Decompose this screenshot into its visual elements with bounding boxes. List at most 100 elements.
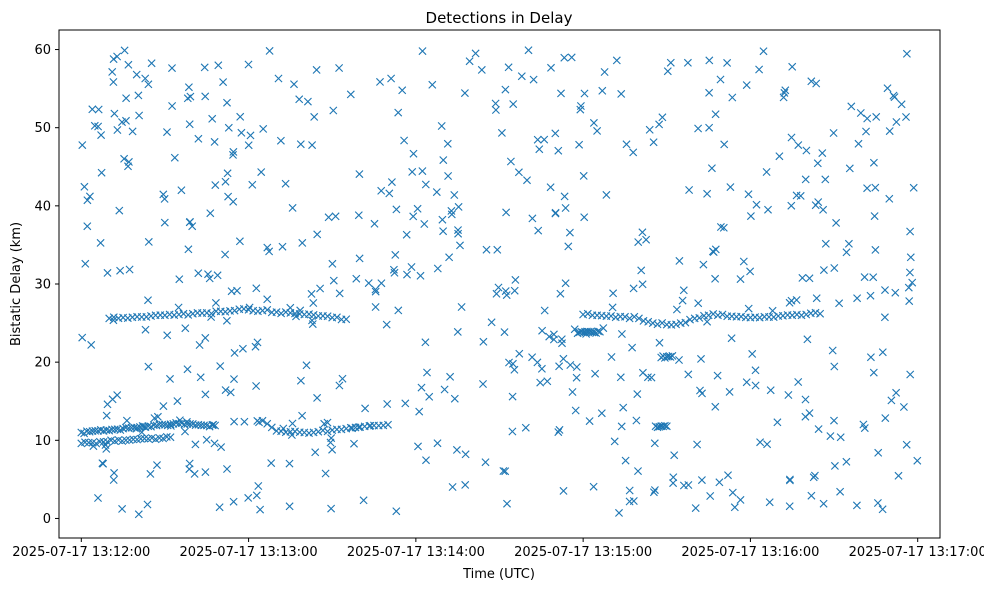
- detection-point-488: [422, 456, 430, 465]
- detection-point-551: [575, 140, 584, 149]
- detection-point-41: [537, 364, 546, 373]
- detection-point-34: [160, 218, 169, 227]
- detection-point-32: [705, 56, 714, 65]
- detection-point-228: [403, 270, 411, 279]
- detection-point-503: [439, 227, 448, 236]
- detection-point-822: [802, 310, 811, 319]
- detection-point-360: [600, 68, 609, 76]
- detection-point-572: [244, 141, 253, 150]
- detection-point-380: [296, 140, 305, 149]
- detection-point-845: [662, 422, 671, 431]
- detection-point-457: [801, 412, 810, 421]
- detection-point-695: [109, 313, 118, 322]
- detection-point-562: [94, 494, 102, 502]
- detection-point-523: [503, 499, 511, 508]
- detection-point-599: [698, 389, 706, 398]
- detection-point-300: [560, 53, 569, 62]
- detection-point-465: [134, 510, 143, 519]
- detection-point-62: [617, 89, 626, 98]
- detection-point-442: [554, 146, 563, 155]
- detection-point-544: [98, 459, 107, 468]
- detection-point-719: [221, 307, 230, 316]
- detection-point-545: [785, 476, 794, 485]
- detection-point-42: [230, 375, 238, 384]
- detection-point-338: [715, 478, 724, 487]
- detection-point-221: [869, 158, 878, 167]
- detection-point-341: [523, 176, 531, 185]
- detection-point-475: [420, 220, 429, 228]
- detection-point-787: [639, 316, 648, 325]
- detection-point-474: [561, 279, 570, 288]
- detection-point-586: [465, 57, 474, 66]
- detection-point-232: [230, 348, 239, 357]
- detection-point-541: [392, 507, 401, 516]
- detection-point-98: [415, 407, 424, 416]
- detection-point-591: [184, 245, 193, 254]
- detection-point-431: [254, 482, 263, 490]
- detection-point-575: [407, 263, 416, 271]
- detection-point-210: [414, 442, 422, 451]
- detection-point-446: [755, 65, 764, 74]
- detection-point-605: [288, 419, 297, 428]
- detection-point-721: [230, 306, 239, 315]
- detection-point-77: [706, 492, 715, 500]
- detection-point-347: [555, 362, 564, 371]
- detection-point-485: [413, 204, 422, 213]
- detection-point-236: [558, 339, 566, 348]
- detection-point-570: [647, 373, 656, 382]
- detection-point-579: [880, 313, 889, 322]
- detection-point-531: [230, 417, 239, 426]
- detection-point-587: [113, 391, 122, 400]
- detection-point-87: [215, 503, 224, 512]
- detection-point-191: [338, 374, 347, 383]
- detection-point-158: [221, 386, 230, 395]
- detection-point-0: [83, 222, 92, 231]
- detection-point-266: [579, 171, 588, 180]
- detection-point-9: [572, 373, 581, 382]
- detection-point-498: [248, 180, 257, 189]
- detection-point-337: [433, 439, 442, 448]
- detection-point-282: [292, 312, 300, 321]
- detection-point-150: [457, 303, 466, 311]
- detection-point-292: [501, 85, 510, 94]
- detection-point-298: [201, 468, 210, 477]
- detection-point-746: [258, 416, 267, 425]
- detection-point-168: [170, 153, 179, 162]
- detection-point-330: [81, 259, 90, 268]
- detection-point-506: [124, 60, 133, 69]
- detection-point-222: [607, 353, 616, 361]
- detection-point-374: [540, 306, 549, 315]
- chart-title: Detections in Delay: [426, 9, 573, 27]
- detection-point-140: [803, 335, 812, 344]
- detection-point-747: [263, 419, 272, 428]
- detection-point-692: [162, 432, 171, 441]
- detection-point-851: [666, 352, 675, 361]
- detection-point-146: [862, 127, 870, 136]
- detection-point-750: [277, 427, 286, 436]
- x-tick-label-4: 2025-07-17 13:16:00: [681, 545, 819, 560]
- detection-point-44: [497, 128, 506, 137]
- detection-point-517: [118, 118, 126, 127]
- detection-point-743: [332, 313, 341, 322]
- detection-point-671: [84, 438, 93, 447]
- detection-point-569: [819, 499, 828, 508]
- detection-point-40: [168, 64, 176, 73]
- detection-point-130: [144, 80, 153, 89]
- detection-point-120: [361, 404, 370, 413]
- detection-point-535: [534, 226, 543, 235]
- detection-point-254: [649, 488, 658, 497]
- detection-point-19: [730, 503, 739, 512]
- detection-point-162: [160, 194, 169, 203]
- detection-point-504: [416, 271, 425, 280]
- detection-point-367: [905, 297, 914, 306]
- detection-point-616: [298, 411, 307, 420]
- detection-point-478: [853, 294, 862, 303]
- detection-point-328: [675, 256, 684, 265]
- detection-point-398: [188, 222, 197, 231]
- x-axis-ticks: 2025-07-17 13:12:00 2025-07-17 13:13:00 20…: [12, 538, 984, 560]
- detection-point-405: [223, 169, 232, 178]
- detection-point-519: [724, 471, 732, 480]
- detection-point-568: [257, 168, 266, 177]
- detection-point-165: [377, 279, 386, 288]
- detection-point-613: [576, 102, 585, 110]
